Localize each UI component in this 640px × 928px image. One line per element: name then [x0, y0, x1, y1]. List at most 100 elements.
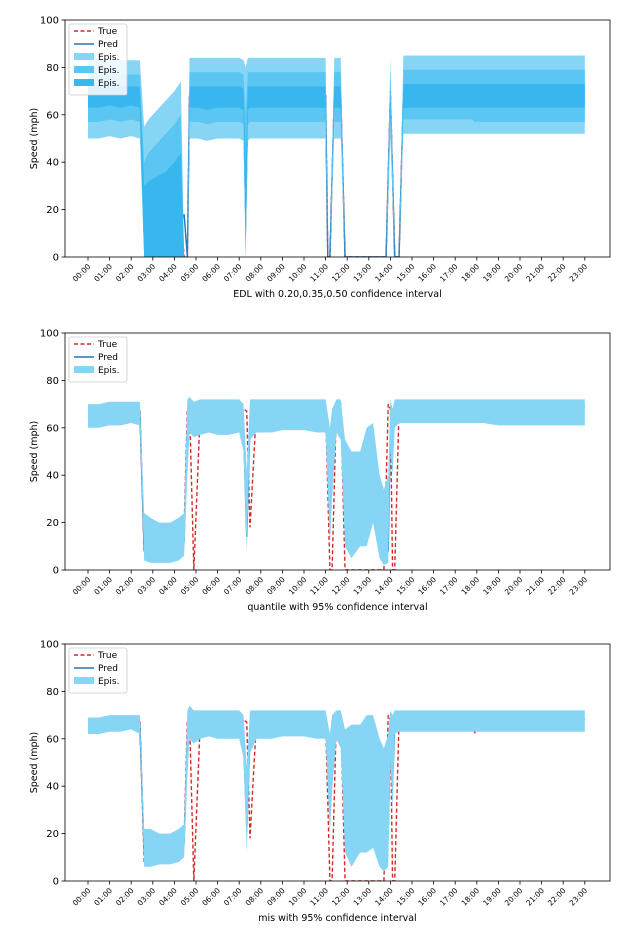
- x-tick-label: 07:00: [222, 262, 244, 284]
- x-tick-label: 21:00: [524, 575, 546, 597]
- x-tick-label: 05:00: [179, 886, 201, 908]
- y-tick-label: 60: [46, 734, 59, 745]
- axes-frame: [64, 19, 611, 258]
- x-tick-label: 22:00: [546, 886, 568, 908]
- x-tick-label: 16:00: [416, 886, 438, 908]
- y-tick-label: 80: [46, 687, 59, 698]
- x-tick-label: 16:00: [416, 575, 438, 597]
- x-tick-label: 09:00: [265, 262, 287, 284]
- legend-label: Epis.: [98, 53, 119, 63]
- x-tick-label: 20:00: [503, 575, 525, 597]
- x-tick-label: 07:00: [222, 886, 244, 908]
- x-axis-label: quantile with 95% confidence interval: [247, 602, 427, 613]
- band-95: [88, 396, 585, 566]
- x-tick-label: 13:00: [352, 575, 374, 597]
- legend-label: Pred: [98, 664, 118, 674]
- y-tick-label: 40: [46, 782, 59, 793]
- x-tick-label: 17:00: [438, 575, 460, 597]
- x-axis-label: mis with 95% confidence interval: [258, 913, 416, 924]
- x-tick-label: 06:00: [200, 262, 222, 284]
- y-tick-label: 100: [40, 16, 59, 27]
- x-tick-label: 08:00: [244, 575, 266, 597]
- x-tick-label: 12:00: [330, 262, 352, 284]
- x-tick-label: 07:00: [222, 575, 244, 597]
- band-inner: [88, 83, 585, 258]
- legend-label: Epis.: [98, 366, 119, 376]
- legend-label: True: [97, 340, 118, 350]
- x-tick-label: 23:00: [568, 886, 590, 908]
- x-axis-label: EDL with 0.20,0.35,0.50 confidence inter…: [233, 289, 442, 300]
- x-tick-label: 08:00: [244, 262, 266, 284]
- x-tick-label: 19:00: [481, 886, 503, 908]
- axes-frame: [64, 332, 611, 571]
- legend-swatch-epis: [74, 79, 94, 86]
- x-tick-label: 10:00: [287, 262, 309, 284]
- x-tick-label: 00:00: [71, 575, 93, 597]
- x-tick-label: 01:00: [92, 262, 114, 284]
- x-tick-label: 16:00: [416, 262, 438, 284]
- legend-swatch-epis: [74, 53, 94, 60]
- y-axis-label: Speed (mph): [29, 108, 40, 170]
- legend-label: Epis.: [98, 677, 119, 687]
- x-tick-label: 09:00: [265, 575, 287, 597]
- x-tick-label: 11:00: [308, 575, 330, 597]
- x-tick-label: 19:00: [481, 575, 503, 597]
- x-tick-label: 18:00: [460, 575, 482, 597]
- x-tick-label: 10:00: [287, 575, 309, 597]
- y-tick-label: 20: [46, 205, 59, 216]
- x-tick-label: 04:00: [157, 575, 179, 597]
- y-axis-label: Speed (mph): [29, 421, 40, 483]
- y-tick-label: 80: [46, 376, 59, 387]
- legend-swatch-epis: [74, 677, 94, 684]
- band-mid: [88, 69, 585, 258]
- y-tick-label: 60: [46, 423, 59, 434]
- legend-box: [68, 23, 128, 96]
- chart-quantile: 0 20 40 60 80 100 00:00 01:00 02:00 03:00 04:00 05:…: [29, 329, 611, 613]
- x-tick-label: 23:00: [568, 575, 590, 597]
- x-tick-label: 19:00: [481, 262, 503, 284]
- x-tick-label: 13:00: [352, 262, 374, 284]
- x-tick-label: 10:00: [287, 886, 309, 908]
- legend-label: Epis.: [98, 66, 119, 76]
- x-tick-label: 06:00: [200, 886, 222, 908]
- y-tick-label: 0: [53, 877, 59, 888]
- y-tick-label: 80: [46, 63, 59, 74]
- x-tick-label: 00:00: [71, 262, 93, 284]
- band-95: [88, 705, 585, 872]
- x-tick-label: 22:00: [546, 262, 568, 284]
- x-tick-label: 15:00: [395, 262, 417, 284]
- y-tick-label: 100: [40, 640, 59, 651]
- x-tick-label: 02:00: [114, 262, 136, 284]
- x-tick-label: 01:00: [92, 575, 114, 597]
- x-tick-label: 15:00: [395, 575, 417, 597]
- x-tick-label: 17:00: [438, 262, 460, 284]
- x-tick-label: 12:00: [330, 886, 352, 908]
- legend-label: True: [97, 27, 118, 37]
- x-tick-label: 04:00: [157, 262, 179, 284]
- x-tick-label: 14:00: [373, 575, 395, 597]
- x-tick-label: 11:00: [308, 262, 330, 284]
- y-tick-label: 40: [46, 158, 59, 169]
- legend-label: Pred: [98, 353, 118, 363]
- x-tick-label: 21:00: [524, 262, 546, 284]
- legend-swatch-epis: [74, 66, 94, 73]
- x-tick-label: 02:00: [114, 575, 136, 597]
- x-tick-label: 14:00: [373, 886, 395, 908]
- x-tick-label: 15:00: [395, 886, 417, 908]
- x-tick-label: 03:00: [136, 575, 158, 597]
- x-tick-label: 03:00: [136, 886, 158, 908]
- x-tick-label: 02:00: [114, 886, 136, 908]
- x-tick-label: 14:00: [373, 262, 395, 284]
- legend-label: Epis.: [98, 79, 119, 89]
- x-tick-label: 18:00: [460, 262, 482, 284]
- x-tick-label: 04:00: [157, 886, 179, 908]
- x-tick-label: 20:00: [503, 262, 525, 284]
- x-tick-label: 11:00: [308, 886, 330, 908]
- legend-swatch-epis: [74, 366, 94, 373]
- x-tick-label: 06:00: [200, 575, 222, 597]
- x-tick-label: 03:00: [136, 262, 158, 284]
- x-tick-label: 09:00: [265, 886, 287, 908]
- chart-edl: 0 20 40 60 80 100 00:00 01:00 02:00 03:00 04:00 05:…: [29, 16, 611, 300]
- x-tick-label: 08:00: [244, 886, 266, 908]
